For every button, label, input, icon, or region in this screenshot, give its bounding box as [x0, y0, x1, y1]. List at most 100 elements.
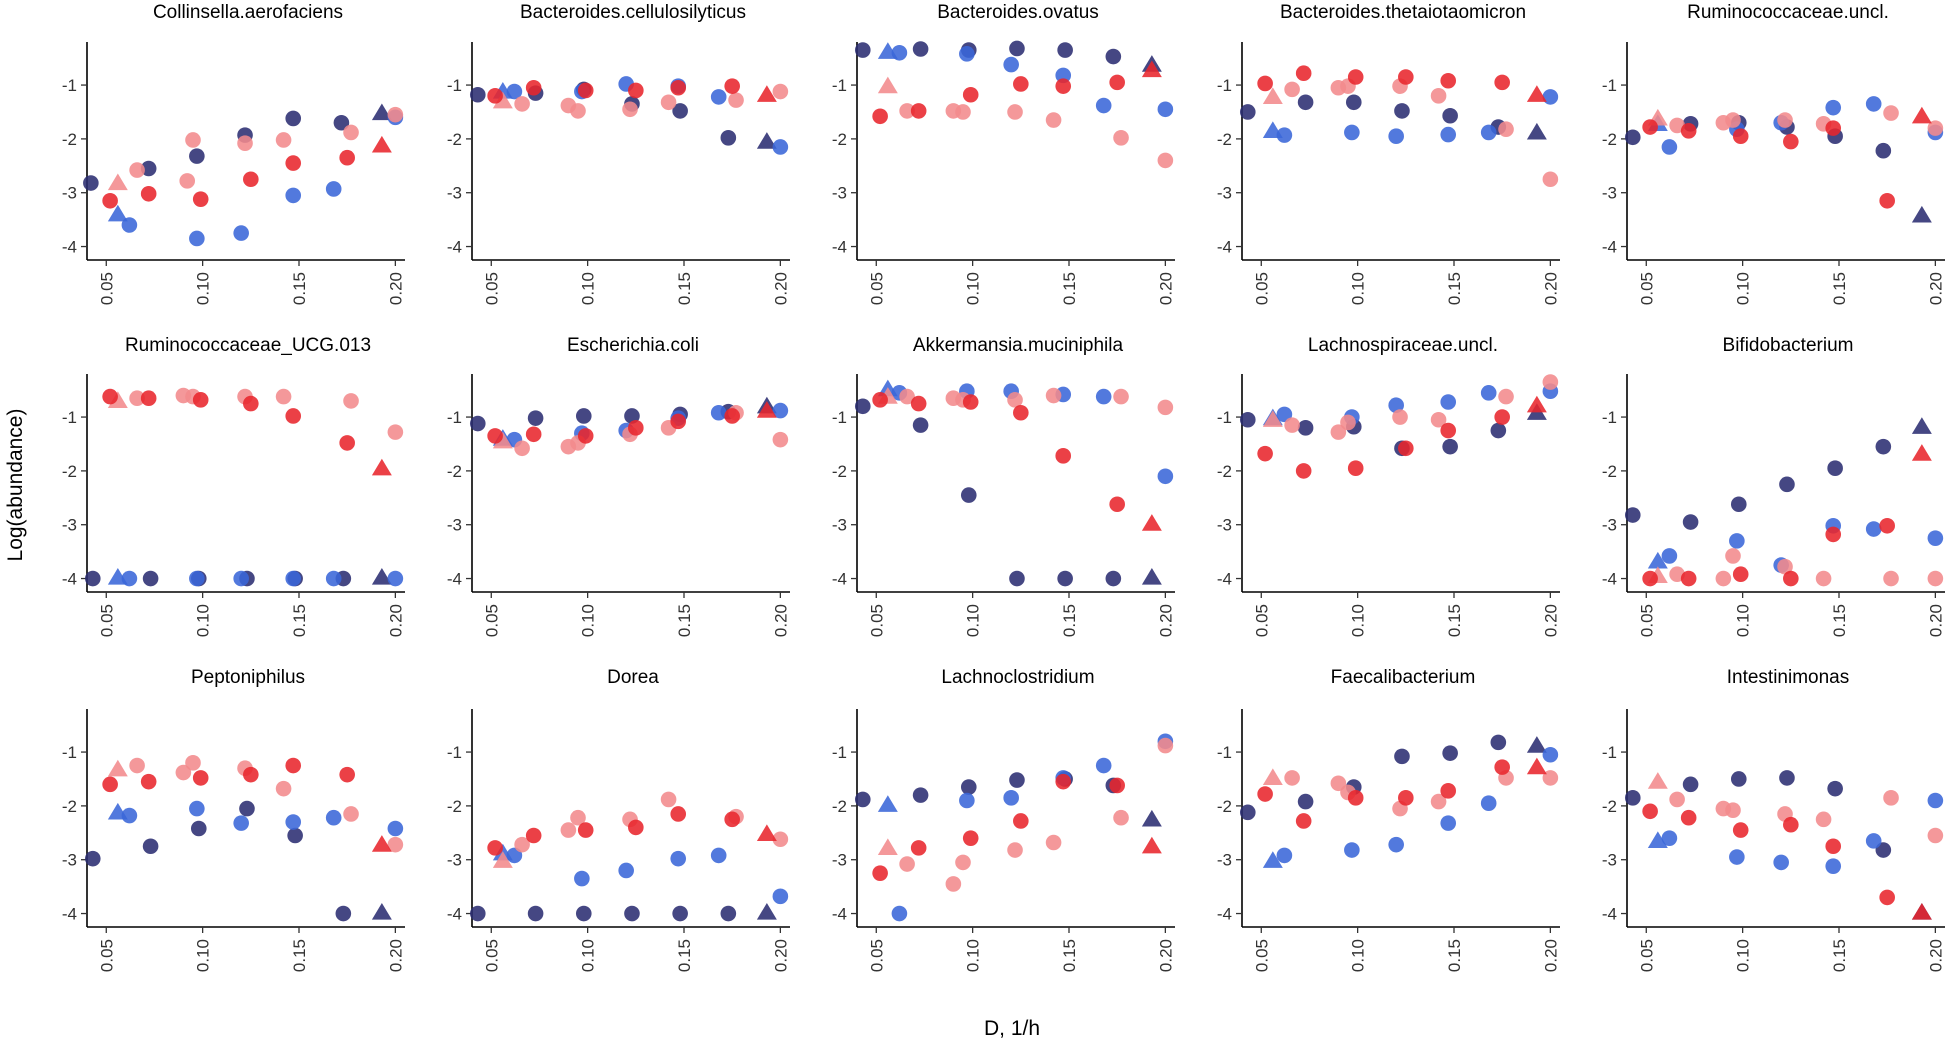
- data-point-navy: [1730, 771, 1747, 787]
- data-point-pink: [175, 764, 192, 781]
- data-point-pink: [660, 94, 677, 111]
- panel-4: Bacteroides.thetaiotaomicron -1 -2 -3 -4 0.05…: [1217, 2, 1560, 305]
- data-point-red: [1398, 790, 1414, 806]
- data-point-red: [525, 79, 542, 96]
- data-point-red: [339, 149, 355, 166]
- panel-14: Faecalibacterium -1 -2 -3 -4 0.05 0.10 0.15 0.20: [1217, 667, 1560, 972]
- x-tick-label: 0.20: [1926, 272, 1945, 305]
- x-tick-label: 0.20: [1541, 272, 1560, 305]
- data-point-pink: [1284, 770, 1300, 786]
- data-point-pink: [387, 836, 404, 853]
- data-point-blue: [1661, 548, 1678, 564]
- x-tick-label: 0.10: [1734, 939, 1753, 972]
- data-point-red: [1783, 816, 1799, 833]
- panel-title: Collinsella.aerofaciens: [153, 2, 343, 23]
- data-point-blue: [1095, 757, 1112, 774]
- y-tick-label: -4: [1217, 905, 1232, 924]
- data-point-pink: [1430, 411, 1447, 428]
- data-point-blue: [1661, 830, 1678, 846]
- data-point-pink: [1430, 88, 1447, 104]
- x-tick-label: 0.05: [97, 939, 116, 972]
- data-point-red: [1440, 422, 1457, 439]
- data-point-blue: [325, 809, 342, 826]
- data-point-red: [1642, 119, 1658, 135]
- data-point-navy: [1057, 570, 1073, 587]
- data-point-red: [962, 394, 979, 410]
- data-point-red: [910, 840, 927, 856]
- y-tick-label: -1: [447, 743, 462, 762]
- data-point-pink: [1725, 802, 1741, 818]
- data-point-blue: [233, 225, 249, 241]
- data-point-pink: [1392, 409, 1408, 425]
- panel-title: Faecalibacterium: [1331, 667, 1476, 688]
- data-point-pink: [185, 132, 201, 148]
- data-point-red: [1732, 128, 1749, 144]
- data-point-red: [1013, 404, 1029, 421]
- x-tick-label: 0.20: [386, 604, 405, 637]
- y-tick-label: -3: [1602, 516, 1617, 535]
- y-tick-label: -1: [1602, 743, 1617, 762]
- panel-5: Ruminococcaceae.uncl. -1 -2 -3 -4 0.05 0.10 0.1…: [1602, 2, 1945, 305]
- data-point-pink: [1007, 104, 1023, 120]
- data-point-pink: [772, 431, 789, 448]
- data-point-triangle-navy: [371, 103, 392, 121]
- data-point-pink: [1284, 81, 1300, 98]
- data-point-blue: [1661, 139, 1678, 155]
- data-point-red: [1109, 496, 1125, 513]
- data-point-red: [1347, 69, 1364, 85]
- data-point-triangle-pink: [492, 431, 513, 449]
- x-tick-label: 0.20: [1156, 272, 1175, 305]
- y-tick-label: -2: [447, 797, 462, 816]
- y-tick-label: -3: [1602, 851, 1617, 870]
- y-tick-label: -2: [1217, 130, 1232, 149]
- y-tick-label: -3: [1602, 184, 1617, 203]
- panel-title: Peptoniphilus: [191, 667, 305, 688]
- data-point-pink: [945, 876, 962, 892]
- y-tick-label: -1: [62, 408, 77, 427]
- data-point-blue: [1157, 101, 1174, 118]
- x-tick-label: 0.20: [1156, 604, 1175, 637]
- data-point-pink: [955, 104, 971, 120]
- data-point-blue: [1729, 533, 1745, 549]
- y-tick-label: -2: [1602, 797, 1617, 816]
- y-tick-label: -3: [447, 851, 462, 870]
- x-tick-label: 0.05: [482, 604, 501, 637]
- data-point-blue: [189, 230, 205, 247]
- data-point-pink: [343, 393, 359, 409]
- data-point-navy: [239, 800, 255, 817]
- data-point-red: [1879, 192, 1895, 209]
- panel-title: Escherichia.coli: [567, 335, 699, 356]
- data-point-triangle-red: [756, 85, 777, 102]
- y-tick-label: -3: [62, 851, 77, 870]
- data-point-pink: [514, 96, 530, 112]
- data-point-blue: [1825, 99, 1842, 116]
- data-point-blue: [1157, 468, 1174, 485]
- data-point-triangle-blue: [1262, 851, 1283, 868]
- data-point-blue: [959, 46, 975, 62]
- data-point-blue: [506, 847, 523, 864]
- data-point-red: [487, 428, 503, 444]
- x-tick-label: 0.05: [1637, 272, 1656, 305]
- data-point-red: [1879, 517, 1895, 534]
- data-point-navy: [1779, 476, 1795, 493]
- data-point-pink: [1927, 120, 1944, 136]
- y-tick-label: -1: [1217, 408, 1232, 427]
- data-point-navy: [333, 114, 350, 131]
- data-point-navy: [140, 160, 157, 177]
- data-point-navy: [912, 41, 929, 57]
- data-point-navy: [672, 103, 688, 119]
- data-point-navy: [1730, 496, 1747, 513]
- data-point-pink: [1927, 570, 1944, 587]
- data-point-pink: [1340, 414, 1356, 431]
- data-point-blue: [1927, 530, 1944, 546]
- y-tick-label: -4: [832, 238, 847, 257]
- data-point-blue: [1388, 397, 1404, 414]
- data-point-pink: [570, 103, 586, 119]
- data-point-blue: [1276, 847, 1293, 864]
- data-point-triangle-pink: [492, 851, 513, 868]
- data-point-red: [1879, 889, 1895, 906]
- x-tick-label: 0.15: [675, 604, 694, 637]
- x-tick-label: 0.10: [1349, 272, 1368, 305]
- data-point-blue: [387, 820, 404, 837]
- data-point-red: [1295, 813, 1312, 829]
